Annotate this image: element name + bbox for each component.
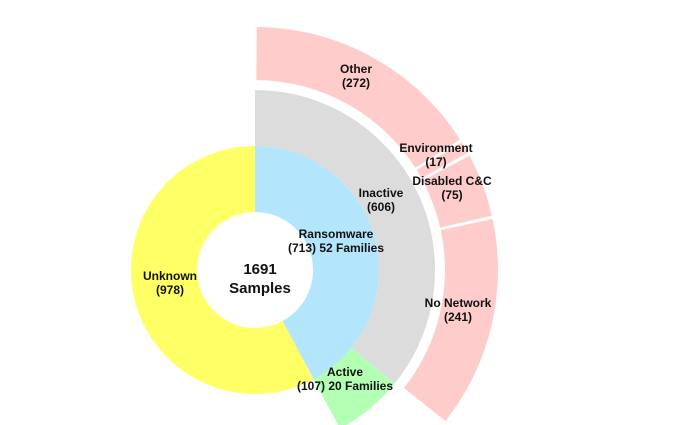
outer-ring	[256, 27, 498, 421]
label-other-value: (272)	[342, 76, 370, 90]
inner-ring	[130, 146, 379, 394]
label-no-network-value: (241)	[444, 310, 472, 324]
label-active-value: (107) 20 Families	[297, 379, 393, 393]
label-inactive-value: (606)	[367, 200, 395, 214]
segment-disabled-cc	[422, 155, 492, 228]
segment-active	[313, 348, 395, 425]
label-ransomware-name: Ransomware	[299, 227, 374, 241]
segment-labels: Ransomware(713) 52 Families Unknown(978) I…	[143, 62, 492, 393]
label-disabled-cc-name: Disabled C&C	[412, 174, 492, 188]
label-environment-value: (17)	[425, 155, 446, 169]
label-unknown-value: (978)	[156, 283, 184, 297]
label-disabled-cc-value: (75)	[441, 188, 462, 202]
label-no-network-name: No Network	[425, 296, 492, 310]
label-other-name: Other	[340, 62, 372, 76]
middle-ring	[255, 90, 435, 425]
center-value: 1691	[243, 261, 276, 278]
label-ransomware-value: (713) 52 Families	[288, 241, 384, 255]
label-unknown-name: Unknown	[143, 269, 197, 283]
segment-environment	[416, 142, 468, 179]
segment-unknown	[130, 146, 314, 394]
center-label: 1691 Samples	[229, 261, 291, 297]
segment-no-network	[403, 219, 498, 421]
center-unit: Samples	[229, 280, 291, 297]
segment-other	[256, 27, 460, 168]
label-environment-name: Environment	[399, 141, 472, 155]
segment-ransomware	[255, 146, 379, 380]
label-inactive-name: Inactive	[359, 186, 404, 200]
label-active-name: Active	[327, 365, 363, 379]
segment-inactive	[255, 90, 435, 384]
